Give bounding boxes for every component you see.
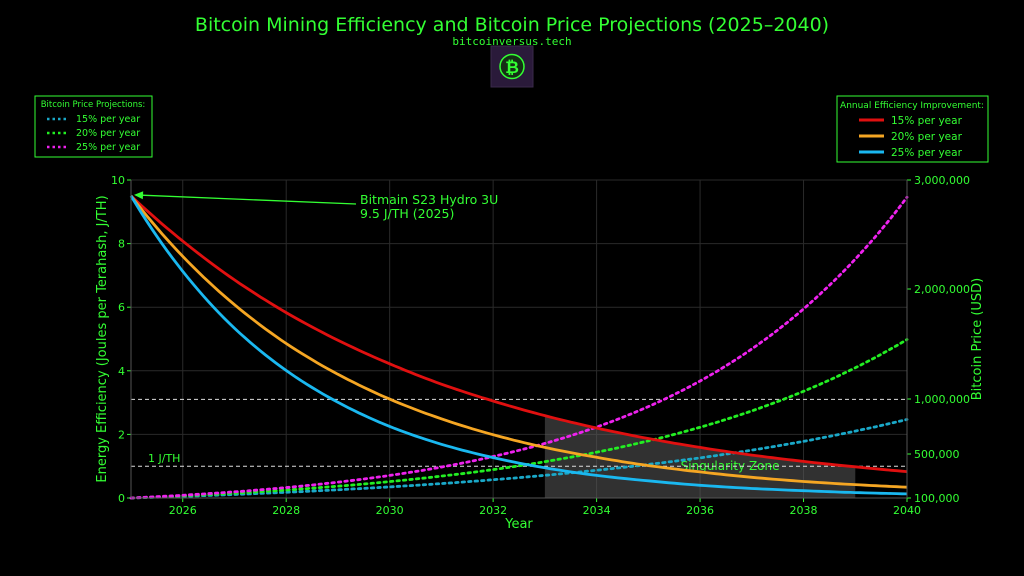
legend-price-label-20: 20% per year (76, 128, 140, 139)
logo-coin (499, 53, 525, 80)
bitcoin-logo-icon: ₿ (490, 45, 534, 88)
efficiency-line-25 (129, 195, 908, 496)
x-tick-label: 2028 (272, 504, 300, 517)
x-tick-label: 2034 (583, 504, 611, 517)
right-tick-label: 3,000,000 (914, 174, 970, 187)
legend-efficiency-title: Annual Efficiency Improvement: (840, 101, 984, 111)
right-axis-label: Bitcoin Price (USD) (970, 278, 985, 400)
reference-line-label: 1 J/TH (148, 452, 180, 465)
x-tick-label: 2026 (169, 504, 197, 517)
legend-price-label-25: 25% per year (76, 142, 140, 153)
x-tick-label: 2032 (479, 504, 507, 517)
x-tick-label: 2040 (893, 504, 921, 517)
right-tick-label: 1,000,000 (914, 393, 970, 406)
legend-efficiency-label-25: 25% per year (891, 147, 963, 159)
left-tick-label: 6 (118, 301, 125, 314)
price-line-20 (129, 338, 909, 500)
efficiency-line-20 (129, 195, 908, 489)
efficiency-line-15 (130, 194, 908, 473)
price-line-15 (129, 418, 909, 500)
chart-title: Bitcoin Mining Efficiency and Bitcoin Pr… (195, 14, 829, 36)
annotation-arrowhead (134, 191, 144, 200)
tick-labels: 2026 2028 2030 2032 2034 2036 2038 2040 0 2 4 6 8 10 1… (111, 174, 970, 517)
left-tick-label: 8 (118, 238, 125, 251)
right-tick-label: 500,000 (914, 448, 960, 461)
left-tick-label: 2 (118, 428, 125, 441)
right-tick-label: 100,000 (914, 492, 960, 505)
website-label: bitcoinversus.tech (452, 35, 571, 48)
annotation-line2: 9.5 J/TH (2025) (360, 206, 454, 221)
legend-price-title: Bitcoin Price Projections: (41, 100, 146, 110)
x-tick-label: 2030 (376, 504, 404, 517)
right-tick-label: 2,000,000 (914, 283, 970, 296)
price-line-25 (129, 195, 909, 500)
annotation-line1: Bitmain S23 Hydro 3U (360, 192, 498, 207)
x-tick-label: 2036 (686, 504, 714, 517)
annotation-arrow-line (141, 194, 357, 205)
legend-efficiency-label-20: 20% per year (891, 131, 963, 143)
left-tick-label: 10 (111, 174, 125, 187)
legend-price: Bitcoin Price Projections: 15% per year … (34, 95, 153, 158)
x-tick-label: 2038 (790, 504, 818, 517)
legend-price-label-15: 15% per year (76, 114, 140, 125)
logo-symbol: ₿ (505, 58, 519, 78)
singularity-zone-label: Singularity Zone (681, 459, 780, 473)
left-tick-label: 0 (118, 492, 125, 505)
x-axis-label: Year (504, 517, 533, 532)
left-axis-label: Energy Efficiency (Joules per Terahash, … (95, 195, 110, 482)
legend-efficiency-label-15: 15% per year (891, 115, 963, 127)
annotation: Bitmain S23 Hydro 3U 9.5 J/TH (2025) (134, 191, 498, 221)
left-tick-label: 4 (118, 365, 125, 378)
series-layer (129, 194, 909, 500)
legend-efficiency: Annual Efficiency Improvement: 15% per y… (836, 95, 989, 163)
